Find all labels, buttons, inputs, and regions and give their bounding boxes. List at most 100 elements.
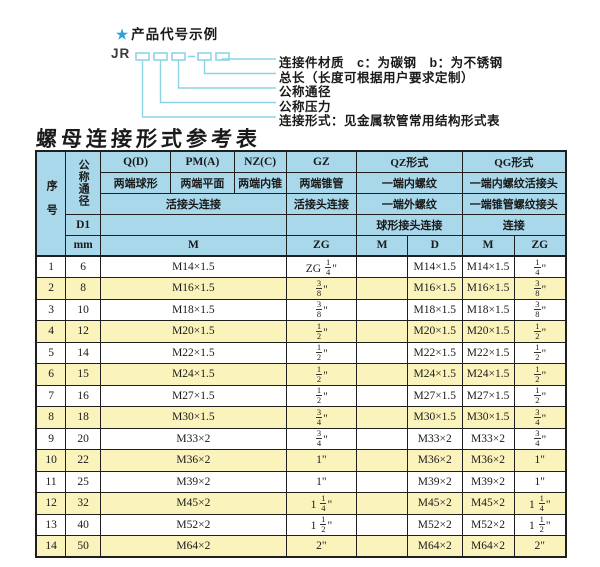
cell-qg-m: M18×1.5: [461, 298, 515, 321]
product-code-heading-text: 产品代号示例: [131, 27, 219, 42]
header-gz-conn: 活接头连接: [285, 192, 358, 215]
cell-m: M14×1.5: [100, 255, 287, 278]
header-qz-desc1: 一端内螺纹: [356, 171, 463, 194]
table-row: 14 50 M64×2 2" M64×2 M64×2 2": [35, 535, 567, 558]
header-empty-mid: [100, 213, 287, 236]
cell-qg-zg: 1 2 ": [513, 320, 567, 343]
cell-qz-m: [356, 449, 408, 472]
cell-qg-zg: 2": [513, 535, 567, 558]
table-row: 11 25 M39×2 1" M39×2 M39×2 1": [35, 470, 567, 493]
cell-seq: 8: [35, 406, 67, 429]
cell-gz: 2": [285, 535, 358, 558]
cell-seq: 5: [35, 341, 67, 364]
cell-qg-m: M30×1.5: [461, 406, 515, 429]
cell-m: M33×2: [100, 427, 287, 450]
header-nz: NZ(C): [233, 150, 287, 173]
cell-m: M64×2: [100, 535, 287, 558]
header-unit-mm: mm: [65, 234, 102, 257]
header-qg-desc1: 一端内螺纹活接头: [461, 171, 567, 194]
cell-qz-m: [356, 384, 408, 407]
cell-gz: 1 2 ": [285, 341, 358, 364]
nut-connection-table: 序号 公称通径 Q(D) PM(A) NZ(C) GZ QZ形式 QG形式 两端…: [35, 150, 567, 558]
label-pressure: 公称压力: [279, 99, 332, 114]
cell-gz: 1": [285, 449, 358, 472]
header-empty-gz: [285, 213, 358, 236]
cell-qg-m: M24×1.5: [461, 363, 515, 386]
cell-dn: 6: [65, 255, 102, 278]
cell-gz: 3 4 ": [285, 406, 358, 429]
table-row: 5 14 M22×1.5 1 2 " M22×1.5 M22×1.5 1 2 ": [35, 341, 567, 364]
cell-seq: 14: [35, 535, 67, 558]
table-row: 3 10 M18×1.5 3 8 " M18×1.5 M18×1.5 3 8 ": [35, 298, 567, 321]
cell-seq: 12: [35, 492, 67, 515]
cell-seq: 6: [35, 363, 67, 386]
header-qz-d: D: [406, 234, 463, 257]
cell-qz-d: M16×1.5: [406, 277, 463, 300]
cell-qg-m: M52×2: [461, 513, 515, 536]
header-unit-zg: ZG: [285, 234, 358, 257]
header-union-conn: 活接头连接: [100, 192, 287, 215]
cell-qz-d: M33×2: [406, 427, 463, 450]
cell-qz-d: M64×2: [406, 535, 463, 558]
cell-qg-zg: 1 2 ": [513, 384, 567, 407]
leader-line-pressure: [159, 60, 276, 104]
cell-dn: 40: [65, 513, 102, 536]
cell-qz-m: [356, 277, 408, 300]
product-code-heading: ★ 产品代号示例: [116, 23, 218, 43]
cell-gz: 3 8 ": [285, 298, 358, 321]
cell-gz: 1 1 4 ": [285, 492, 358, 515]
cell-m: M30×1.5: [100, 406, 287, 429]
cell-m: M27×1.5: [100, 384, 287, 407]
cell-m: M16×1.5: [100, 277, 287, 300]
cell-qg-zg: 1 4 ": [513, 255, 567, 278]
cell-dn: 20: [65, 427, 102, 450]
cell-dn: 8: [65, 277, 102, 300]
cell-dn: 32: [65, 492, 102, 515]
table-row: 1 6 M14×1.5 ZG 1 4 " M14×1.5 M14×1.5 1 4 ": [35, 255, 567, 278]
cell-qg-m: M33×2: [461, 427, 515, 450]
header-row-3: 活接头连接 活接头连接 一端外螺纹 一端锥管螺纹接头: [36, 192, 567, 215]
cell-seq: 1: [35, 255, 67, 278]
cell-seq: 11: [35, 470, 67, 493]
cell-seq: 2: [35, 277, 67, 300]
cell-qz-d: M36×2: [406, 449, 463, 472]
cell-qg-zg: 1 1 4 ": [513, 492, 567, 515]
cell-m: M39×2: [100, 470, 287, 493]
cell-qg-m: M45×2: [461, 492, 515, 515]
table-row: 7 16 M27×1.5 1 2 " M27×1.5 M27×1.5 1 2 ": [35, 384, 567, 407]
product-code-prefix: JR: [111, 46, 131, 61]
header-seq: 序号: [35, 150, 67, 257]
table-row: 9 20 M33×2 3 4 " M33×2 M33×2 3 4 ": [35, 427, 567, 450]
cell-qz-m: [356, 320, 408, 343]
cell-dn: 14: [65, 341, 102, 364]
code-box-3: [171, 52, 186, 61]
cell-gz: 1 1 2 ": [285, 513, 358, 536]
table-title: 螺母连接形式参考表: [35, 127, 262, 151]
cell-seq: 13: [35, 513, 67, 536]
cell-qg-zg: 1": [513, 470, 567, 493]
cell-m: M18×1.5: [100, 298, 287, 321]
label-length: 总长（长度可根据用户要求定制）: [279, 70, 475, 85]
cell-qz-m: [356, 535, 408, 558]
cell-m: M36×2: [100, 449, 287, 472]
cell-qz-d: M20×1.5: [406, 320, 463, 343]
cell-qz-m: [356, 298, 408, 321]
cell-qg-m: M20×1.5: [461, 320, 515, 343]
code-box-4: [197, 52, 212, 61]
header-qz-form: QZ形式: [356, 150, 463, 173]
header-q: Q(D): [100, 150, 172, 173]
header-qg-conn: 连接: [461, 213, 567, 236]
cell-gz: 1 2 ": [285, 384, 358, 407]
table-row: 2 8 M16×1.5 3 8 " M16×1.5 M16×1.5 3 8 ": [35, 277, 567, 300]
header-qz-conn: 球形接头连接: [356, 213, 463, 236]
cell-seq: 9: [35, 427, 67, 450]
header-d1: D1: [65, 213, 102, 236]
star-icon: ★: [116, 27, 130, 42]
table-header: 序号 公称通径 Q(D) PM(A) NZ(C) GZ QZ形式 QG形式 两端…: [35, 150, 567, 257]
header-qg-desc2: 一端锥管螺纹接头: [461, 192, 567, 215]
label-material: 连接件材质 c：为碳钢 b：为不锈钢: [279, 56, 503, 70]
cell-seq: 4: [35, 320, 67, 343]
code-boxes: [135, 52, 230, 61]
cell-dn: 12: [65, 320, 102, 343]
cell-qz-m: [356, 427, 408, 450]
